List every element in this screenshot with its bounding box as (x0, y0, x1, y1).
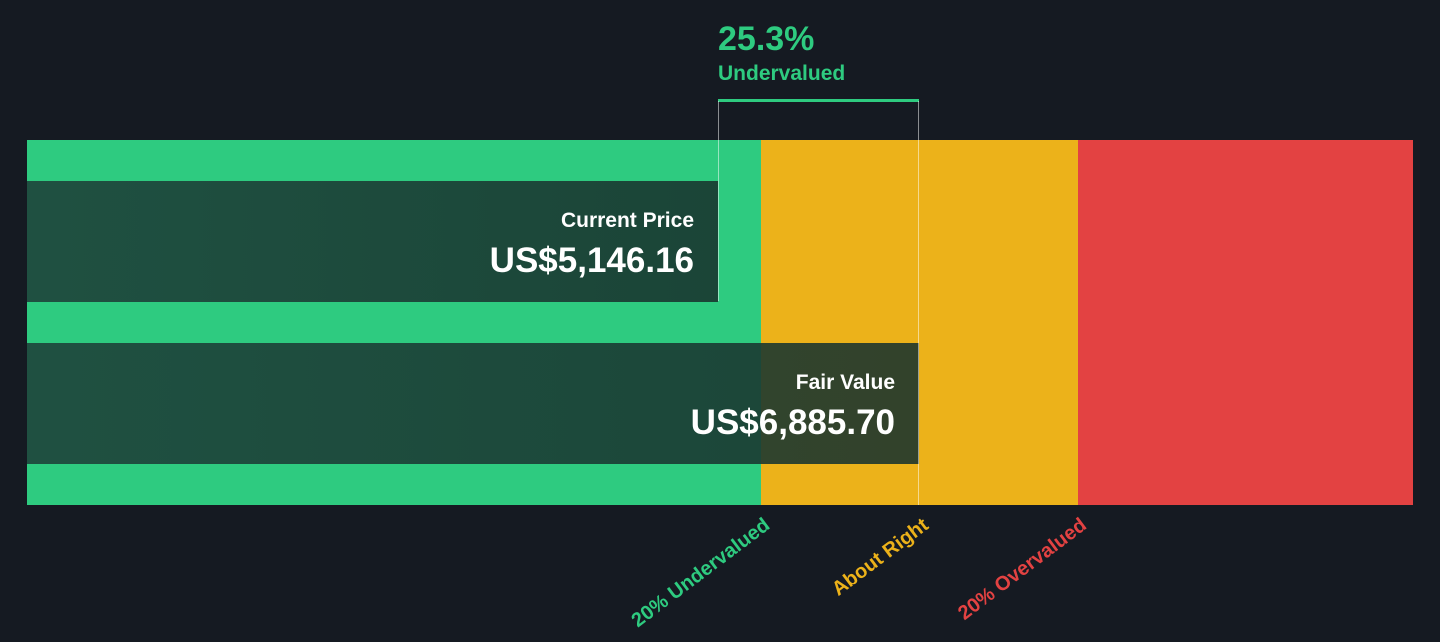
fair-value-label: Fair Value (795, 371, 895, 394)
fair-value-value: US$6,885.70 (690, 403, 895, 442)
valuation-status: Undervalued (718, 62, 846, 85)
zone-label-overvalued: 20% Overvalued (954, 514, 1092, 625)
fair-value-bar: Fair Value US$6,885.70 (27, 343, 919, 464)
bracket-top-line (718, 99, 919, 102)
zone-label-about-right: About Right (827, 514, 933, 601)
discount-percent: 25.3% (718, 20, 815, 58)
zone-label-undervalued: 20% Undervalued (627, 514, 775, 632)
current-price-label: Current Price (560, 209, 694, 232)
zone-overvalued (1078, 140, 1413, 505)
bracket-right-line (918, 101, 919, 505)
current-price-bar: Current Price US$5,146.16 (27, 181, 718, 302)
current-price-value: US$5,146.16 (489, 241, 694, 280)
bracket-left-line (718, 101, 719, 301)
